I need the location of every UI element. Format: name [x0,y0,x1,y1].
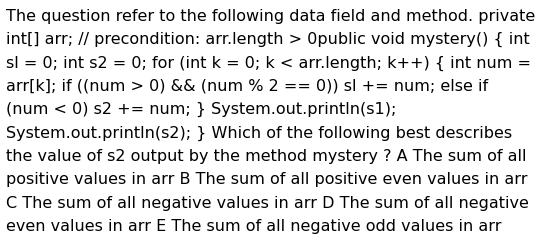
Text: even values in arr E The sum of all negative odd values in arr: even values in arr E The sum of all nega… [6,218,502,233]
Text: arr[k]; if ((num > 0) && (num % 2 == 0)) sl += num; else if: arr[k]; if ((num > 0) && (num % 2 == 0))… [6,78,488,94]
Text: int[] arr; // precondition: arr.length > 0public void mystery() { int: int[] arr; // precondition: arr.length >… [6,32,530,47]
Text: sl = 0; int s2 = 0; for (int k = 0; k < arr.length; k++) { int num =: sl = 0; int s2 = 0; for (int k = 0; k < … [6,55,531,70]
Text: The question refer to the following data field and method. private: The question refer to the following data… [6,9,535,24]
Text: the value of s2 output by the method mystery ? A The sum of all: the value of s2 output by the method mys… [6,148,526,163]
Text: (num < 0) s2 += num; } System.out.println(s1);: (num < 0) s2 += num; } System.out.printl… [6,102,396,117]
Text: System.out.println(s2); } Which of the following best describes: System.out.println(s2); } Which of the f… [6,125,512,140]
Text: positive values in arr B The sum of all positive even values in arr: positive values in arr B The sum of all … [6,172,527,186]
Text: C The sum of all negative values in arr D The sum of all negative: C The sum of all negative values in arr … [6,195,529,210]
